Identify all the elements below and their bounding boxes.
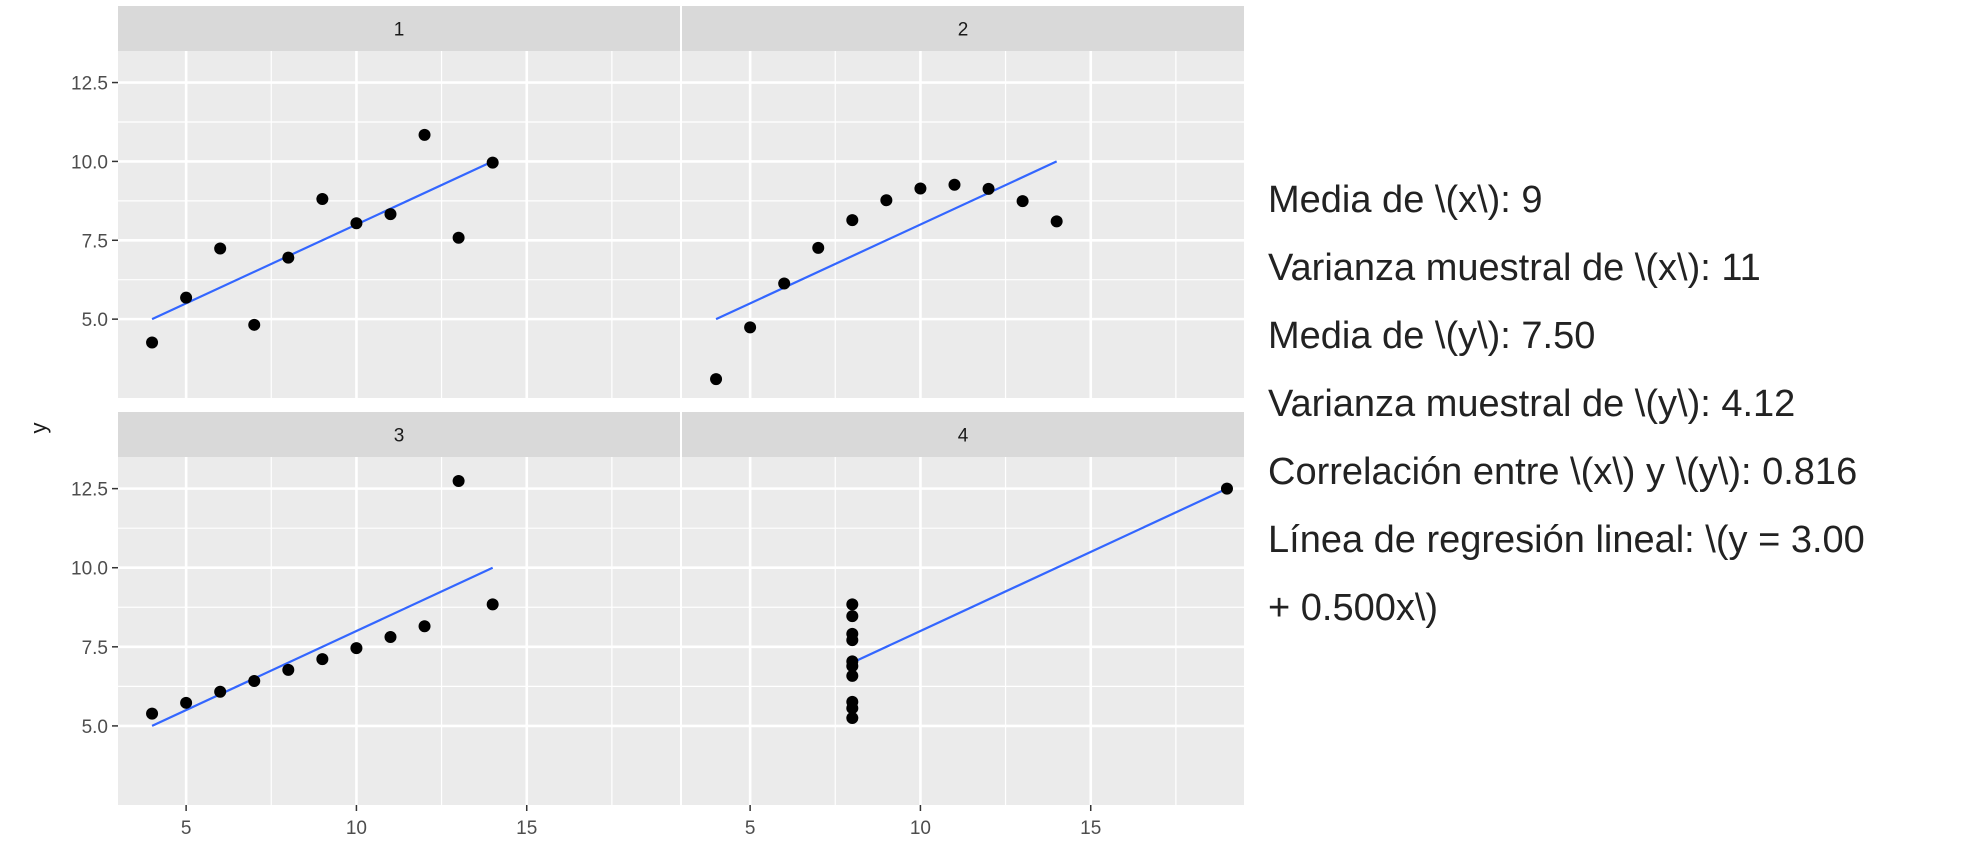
data-point — [146, 707, 159, 720]
mean-x-text: Media de \(x\): 9 — [1268, 179, 1543, 221]
data-point — [452, 475, 465, 488]
data-point — [812, 241, 825, 254]
data-point — [248, 318, 261, 331]
data-point — [384, 631, 397, 644]
y-tick-label: 7.5 — [82, 231, 108, 252]
facet-strip — [682, 412, 1244, 457]
data-point — [418, 128, 431, 141]
x-tick-label: 15 — [516, 818, 537, 839]
data-point — [214, 242, 227, 255]
panel-background — [118, 457, 680, 805]
data-point — [146, 336, 159, 349]
data-point — [316, 192, 329, 205]
panel-background — [118, 51, 680, 398]
data-point — [180, 696, 193, 709]
data-point — [846, 627, 859, 640]
data-point — [452, 231, 465, 244]
summary-statistics: Media de \(x\): 9 Varianza muestral de \… — [1268, 166, 1948, 642]
data-point — [846, 669, 859, 682]
data-point — [846, 214, 859, 227]
regression-line — [851, 487, 1228, 664]
facet-label: 2 — [958, 20, 969, 41]
data-point — [846, 610, 859, 623]
x-tick-label: 15 — [1080, 818, 1101, 839]
data-point — [350, 217, 363, 230]
x-tick-label: 10 — [346, 818, 367, 839]
panel-background — [682, 51, 1244, 398]
mean-y-text: Media de \(y\): 7.50 — [1268, 315, 1596, 357]
chart-svg: 1 5.0 7.5 10.0 12.5 2 3 5.0 7.5 10.0 12.5 5 10 15 4 5 10… — [26, 6, 1244, 839]
correlation-text: Correlación entre \(x\) y \(y\): 0.816 — [1268, 451, 1858, 493]
data-point — [384, 208, 397, 221]
x-tick-label: 5 — [745, 818, 756, 839]
data-point — [778, 277, 791, 290]
regression-line-text: Línea de regresión lineal: \(y = 3.00 — [1268, 519, 1865, 561]
faceted-scatter-chart: 1 5.0 7.5 10.0 12.5 2 3 5.0 7.5 10.0 12.5 5 10 15 4 5 10… — [26, 6, 1244, 839]
data-point — [948, 178, 961, 191]
y-tick-label: 10.0 — [71, 152, 108, 173]
data-point — [1050, 215, 1063, 228]
data-point — [744, 321, 757, 334]
y-tick-label: 5.0 — [82, 310, 108, 331]
y-tick-label: 10.0 — [71, 559, 108, 580]
data-point — [846, 655, 859, 668]
data-point — [316, 653, 329, 666]
y-axis-title: y — [26, 423, 51, 434]
data-point — [914, 182, 927, 195]
facet-label: 3 — [394, 426, 405, 447]
data-point — [1220, 482, 1233, 495]
data-point — [248, 674, 261, 687]
data-point — [486, 156, 499, 169]
facet-label: 4 — [958, 426, 969, 447]
x-tick-label: 10 — [910, 818, 931, 839]
y-tick-label: 12.5 — [71, 74, 108, 95]
data-point — [350, 642, 363, 655]
y-tick-label: 7.5 — [82, 638, 108, 659]
data-point — [486, 598, 499, 611]
x-tick-label: 5 — [181, 818, 192, 839]
data-point — [214, 685, 227, 698]
data-point — [982, 182, 995, 195]
data-point — [710, 373, 723, 386]
variance-y-text: Varianza muestral de \(y\): 4.12 — [1268, 383, 1796, 425]
variance-x-text: Varianza muestral de \(x\): 11 — [1268, 247, 1761, 289]
data-point — [846, 712, 859, 724]
data-point — [282, 663, 295, 676]
facet-strip — [682, 6, 1244, 51]
regression-line — [715, 160, 1058, 321]
data-point — [1016, 195, 1029, 208]
facet-strip — [118, 6, 680, 51]
data-point — [418, 620, 431, 633]
data-point — [880, 194, 893, 207]
data-point — [180, 291, 193, 304]
facet-label: 1 — [394, 20, 405, 41]
data-point — [282, 251, 295, 264]
data-point — [846, 598, 859, 611]
regression-line — [151, 160, 494, 321]
facet-strip — [118, 412, 680, 457]
y-tick-label: 5.0 — [82, 717, 108, 738]
regression-line-text-continued: + 0.500x\) — [1268, 587, 1439, 629]
y-tick-label: 12.5 — [71, 480, 108, 501]
panel-background — [682, 457, 1244, 805]
data-point — [846, 695, 859, 708]
regression-line — [151, 566, 494, 727]
